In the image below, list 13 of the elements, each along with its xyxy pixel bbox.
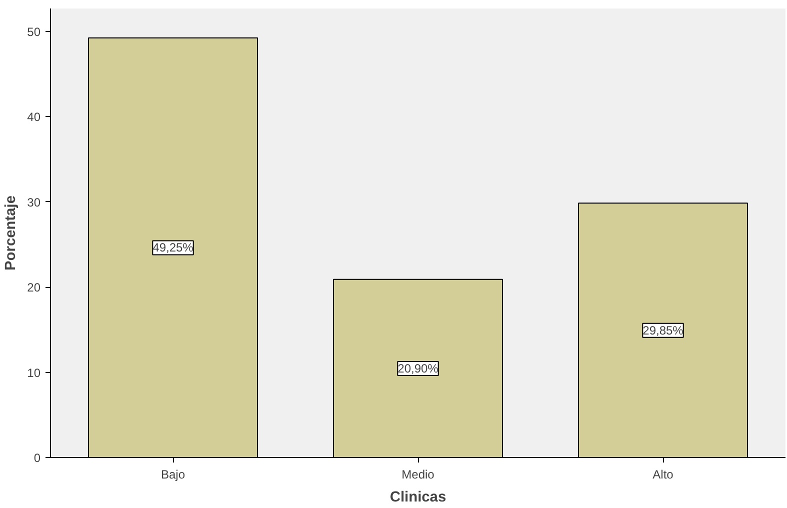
y-axis-title: Porcentaje [3,196,20,270]
y-tick-label: 10 [27,366,41,380]
y-tick-label: 20 [27,280,41,295]
x-tick-label: Alto [652,468,674,482]
data-label: 29,85% [642,323,684,338]
x-tick-label: Medio [402,468,435,482]
data-label: 20,90% [398,361,439,376]
y-tick-label: 0 [34,451,41,465]
y-tick-label: 40 [27,110,41,124]
x-tick-label: Bajo [160,468,186,482]
y-tick-label: 50 [27,25,41,40]
x-axis-title: Clinicas [390,490,446,506]
y-tick-label: 30 [27,195,41,210]
